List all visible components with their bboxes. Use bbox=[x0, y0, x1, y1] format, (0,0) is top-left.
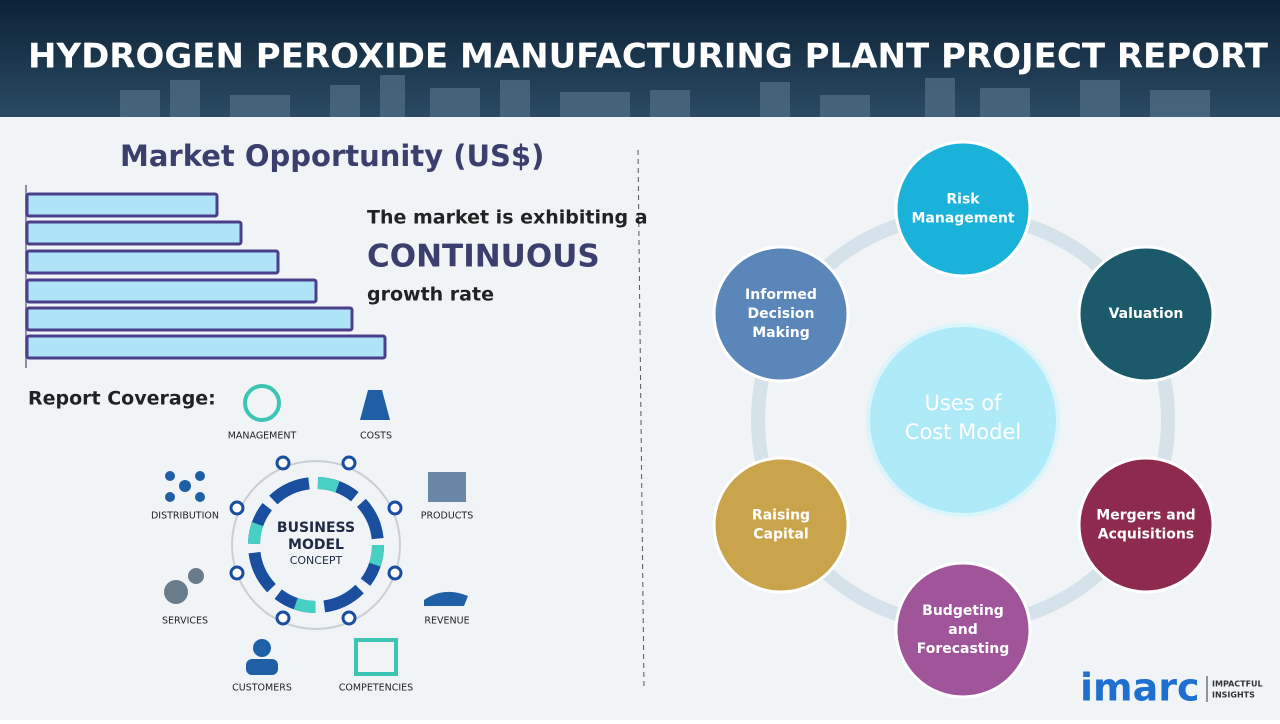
logo-brand: imarc bbox=[1080, 666, 1200, 710]
skyline bbox=[120, 75, 1210, 117]
decoration bbox=[253, 639, 271, 657]
growth-bars bbox=[25, 192, 387, 360]
decoration bbox=[560, 92, 630, 117]
coverage-item: PRODUCTS bbox=[421, 511, 474, 522]
decoration bbox=[179, 480, 191, 492]
bar bbox=[25, 220, 243, 246]
logo-tagline: INSIGHTS bbox=[1212, 691, 1255, 700]
decoration bbox=[500, 80, 530, 117]
decoration bbox=[243, 384, 281, 422]
wheel-outline bbox=[231, 460, 401, 630]
decoration bbox=[424, 591, 468, 606]
uses-node-label: and bbox=[948, 622, 977, 638]
decoration bbox=[380, 75, 405, 117]
decoration bbox=[925, 78, 955, 117]
coverage-item: COSTS bbox=[360, 431, 392, 442]
market-text: The market is exhibiting a bbox=[367, 207, 648, 229]
uses-node-label: Acquisitions bbox=[1098, 527, 1194, 543]
bar bbox=[25, 192, 219, 218]
wheel-center: BUSINESS bbox=[277, 520, 355, 536]
decoration bbox=[650, 90, 690, 117]
decoration bbox=[330, 85, 360, 117]
uses-node-label: Valuation bbox=[1109, 306, 1184, 322]
decoration bbox=[195, 492, 205, 502]
decoration bbox=[387, 500, 403, 516]
decoration bbox=[275, 610, 291, 626]
decoration bbox=[195, 471, 205, 481]
decoration bbox=[229, 500, 245, 516]
decoration bbox=[170, 80, 200, 117]
decoration bbox=[428, 472, 466, 502]
decoration bbox=[820, 95, 870, 117]
uses-node bbox=[894, 140, 1032, 278]
coverage-item: REVENUE bbox=[424, 616, 469, 627]
page-title: HYDROGEN PEROXIDE MANUFACTURING PLANT PR… bbox=[28, 37, 1269, 77]
coverage-item: CUSTOMERS bbox=[232, 683, 292, 694]
uses-node bbox=[1077, 245, 1215, 383]
bar bbox=[25, 249, 280, 275]
bar bbox=[25, 306, 354, 332]
wheel-center: MODEL bbox=[288, 537, 344, 553]
market-text: growth rate bbox=[367, 284, 494, 306]
decoration bbox=[360, 390, 390, 420]
uses-node bbox=[894, 561, 1032, 699]
coverage-item: MANAGEMENT bbox=[228, 431, 297, 442]
wheel-ring-accent bbox=[248, 477, 384, 613]
coverage-icons bbox=[164, 384, 468, 676]
business-wheel: BUSINESS MODEL CONCEPT bbox=[229, 455, 403, 630]
decoration bbox=[164, 580, 188, 604]
uses-node-label: Raising bbox=[752, 508, 810, 524]
uses-node bbox=[712, 245, 850, 383]
bar bbox=[25, 278, 318, 304]
wheel-center: CONCEPT bbox=[290, 554, 343, 567]
uses-node-label: Risk bbox=[946, 192, 980, 208]
decoration bbox=[165, 471, 175, 481]
coverage-item: DISTRIBUTION bbox=[151, 511, 219, 522]
coverage-item: COMPETENCIES bbox=[339, 683, 413, 694]
uses-node bbox=[712, 456, 850, 594]
uses-node-label: Making bbox=[752, 325, 809, 341]
uses-center bbox=[866, 323, 1060, 517]
coverage-item: SERVICES bbox=[162, 616, 208, 627]
uses-nodes: Risk Management Valuation Mergers and Acquis… bbox=[712, 140, 1215, 699]
uses-node-label: Decision bbox=[748, 306, 815, 322]
market-highlight: CONTINUOUS bbox=[367, 239, 600, 275]
decoration bbox=[1080, 80, 1120, 117]
logo-tagline: IMPACTFUL bbox=[1212, 680, 1263, 689]
decoration bbox=[387, 565, 403, 581]
decoration bbox=[341, 610, 357, 626]
coverage-labels: MANAGEMENT COSTS PRODUCTS REVENUE COMPET… bbox=[151, 431, 473, 694]
decoration bbox=[341, 455, 357, 471]
decoration bbox=[229, 565, 245, 581]
uses-center-text: Cost Model bbox=[905, 420, 1021, 444]
uses-node-label: Forecasting bbox=[917, 641, 1010, 657]
decoration bbox=[188, 568, 204, 584]
uses-node-label: Budgeting bbox=[922, 603, 1004, 619]
decoration bbox=[165, 492, 175, 502]
decoration bbox=[980, 88, 1030, 117]
decoration bbox=[1150, 90, 1210, 117]
coverage-title: Report Coverage: bbox=[28, 388, 216, 410]
decoration bbox=[354, 638, 398, 676]
uses-center-text: Uses of bbox=[924, 391, 1002, 415]
uses-node-label: Capital bbox=[753, 527, 808, 543]
market-title: Market Opportunity (US$) bbox=[120, 139, 544, 173]
wheel-dots bbox=[229, 455, 403, 626]
uses-node-label: Informed bbox=[745, 287, 817, 303]
decoration bbox=[760, 82, 790, 117]
decoration bbox=[246, 659, 278, 675]
bar bbox=[25, 334, 387, 360]
decoration bbox=[275, 455, 291, 471]
uses-node-label: Management bbox=[911, 211, 1014, 227]
uses-node bbox=[1077, 456, 1215, 594]
header-band bbox=[0, 0, 1280, 117]
decoration bbox=[230, 95, 290, 117]
decoration bbox=[120, 90, 160, 117]
uses-node-label: Mergers and bbox=[1096, 508, 1195, 524]
decoration bbox=[430, 88, 480, 117]
divider bbox=[637, 149, 645, 691]
